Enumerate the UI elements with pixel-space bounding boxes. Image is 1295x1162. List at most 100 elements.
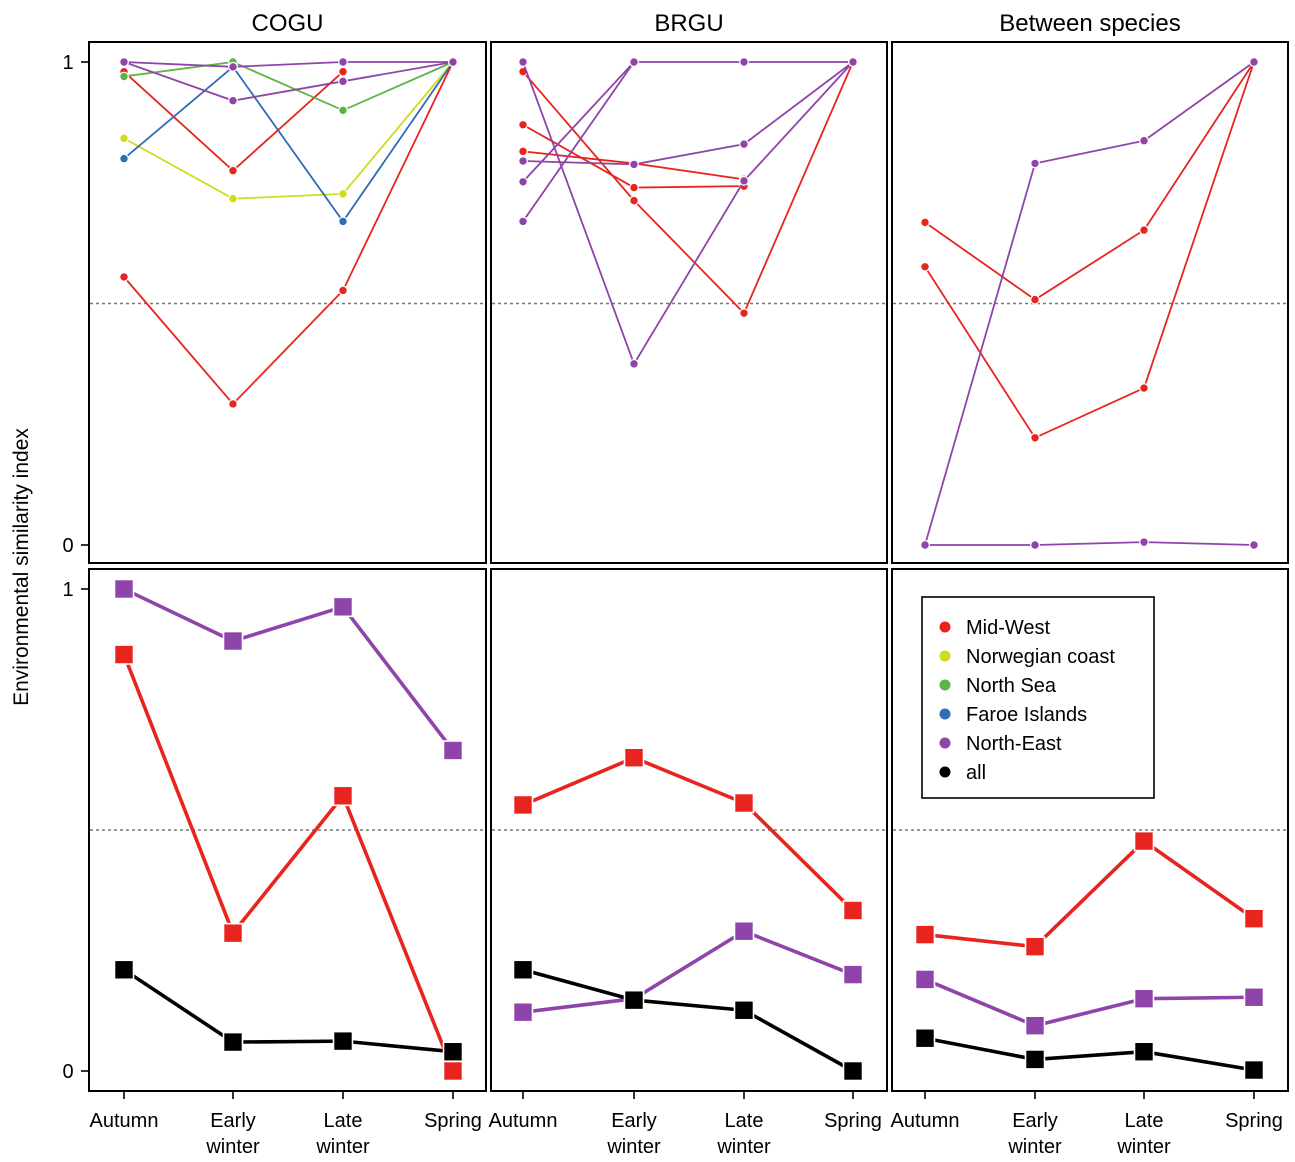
legend-swatch [939,621,951,633]
data-point [448,57,458,67]
data-point-square [842,900,864,921]
data-point [920,261,930,272]
data-point [739,175,749,186]
series-line [123,61,454,223]
x-tick-label: Autumn [90,1110,159,1132]
data-point [920,217,930,228]
x-tick-label: winter [716,1136,771,1157]
data-point-square [1133,1041,1155,1063]
x-tick-label: Early [210,1110,256,1132]
data-point [1139,383,1149,393]
data-point-square [113,644,135,665]
legend-swatch [939,708,951,720]
x-tick-label: winter [205,1136,260,1157]
panel-title: COGU [252,10,324,37]
series-line [924,61,1255,546]
data-point [228,61,238,72]
x-tick-label: winter [1007,1136,1062,1157]
data-point-square [914,1027,936,1049]
data-point [518,176,528,187]
panel-frame-r2-c3 [891,568,1289,1092]
data-point [629,182,639,193]
x-tick-label: Autumn [891,1110,960,1132]
data-point [338,76,348,87]
data-point [848,57,858,67]
legend-swatch [939,737,951,749]
x-tick-label: Spring [824,1110,882,1132]
series-line [522,968,854,1073]
data-point [338,66,348,77]
data-point [739,57,749,67]
data-point-square [623,989,645,1011]
series-line [123,61,454,102]
series-line [522,61,854,366]
series-line [123,61,454,406]
x-tick-label: Spring [1225,1110,1283,1132]
legend-swatch [939,650,951,662]
data-point-square [914,924,936,945]
legend-box [921,596,1155,799]
data-point [119,272,129,282]
legend-label: Mid-West [966,617,1051,639]
legend-swatch [939,679,951,691]
data-point [518,57,528,67]
x-tick-label: Late [725,1110,764,1132]
data-point [1030,158,1040,169]
data-point [1249,540,1259,550]
data-point-square [512,1001,534,1023]
data-point [338,188,348,199]
data-point [228,165,238,176]
series-line [924,838,1256,949]
legend-label: Norwegian coast [966,646,1115,668]
series-line [522,124,745,189]
data-point [1139,135,1149,146]
data-point [518,216,528,227]
x-tick-label: Spring [424,1110,482,1132]
panel-frame-r1-c3 [891,41,1289,564]
panel-title: Between species [999,10,1180,37]
data-point-square [914,969,936,990]
data-point-square [113,959,135,981]
panel-frame-r2-c1 [88,568,487,1092]
data-point-square [1133,988,1155,1010]
series-line [924,1036,1255,1072]
data-point-square [733,792,755,814]
y-tick-label: 0 [62,1061,73,1083]
data-point-square [842,1060,864,1082]
data-point [338,216,348,227]
x-tick-label: Late [1125,1110,1164,1132]
series-line [522,61,854,315]
y-tick-label: 0 [62,535,73,557]
series-line [122,653,455,1072]
panel-frame-r1-c1 [88,41,487,564]
data-point [739,308,749,319]
data-point-square [623,747,645,769]
series-line [123,61,453,68]
data-point-square [332,1030,354,1052]
data-point-square [1024,1049,1046,1070]
series-line [123,968,454,1054]
data-point [629,195,639,206]
data-point [629,358,639,369]
legend-label: North Sea [966,675,1057,697]
data-point [338,285,348,296]
data-point [920,540,930,550]
data-point [1139,537,1149,548]
data-point [119,133,129,144]
legend-label: North-East [966,733,1062,755]
data-point-square [222,1031,244,1053]
data-point [1030,294,1040,305]
data-point-square [1243,1059,1265,1081]
data-point [1139,225,1149,235]
data-point-square [442,740,464,761]
data-point-square [113,578,135,600]
y-tick-label: 1 [62,579,73,601]
x-tick-label: Early [611,1110,657,1132]
series-line [522,755,855,912]
x-tick-label: winter [606,1136,661,1157]
data-point [338,57,348,67]
legend-label: all [966,762,986,784]
data-point-square [1024,936,1046,957]
